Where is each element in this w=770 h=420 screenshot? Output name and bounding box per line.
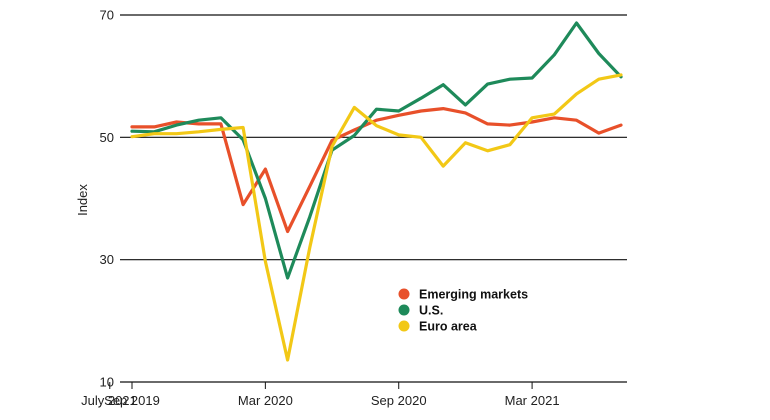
grid — [120, 14, 627, 383]
y-axis-title: Index — [75, 184, 90, 216]
axes: 10 30 50 70 Sep 2019 Mar 2020 Sep 2020 Mar 2021… — [81, 8, 559, 409]
series-line-u-s — [130, 21, 623, 280]
series-lines — [130, 21, 623, 362]
y-tick-label: 10 — [100, 375, 114, 390]
legend-label-euro-area: Euro area — [419, 320, 478, 334]
y-tick-label: 50 — [100, 130, 114, 145]
x-tick-label: July 2021 — [81, 393, 137, 408]
legend-marker-emerging-markets — [398, 288, 410, 300]
series-line-emerging-markets — [130, 106, 623, 234]
series-line-euro-area — [130, 73, 623, 362]
y-tick-label: 70 — [100, 8, 114, 23]
legend-marker-u-s — [398, 304, 410, 316]
legend-marker-euro-area — [398, 320, 410, 332]
x-tick-label: Mar 2021 — [505, 393, 560, 408]
legend-label-u-s: U.S. — [419, 304, 443, 318]
x-tick-label: Sep 2019 — [104, 393, 160, 408]
x-tick-label: Sep 2020 — [371, 393, 427, 408]
legend-label-emerging-markets: Emerging markets — [419, 288, 528, 302]
x-tick-label: Mar 2020 — [238, 393, 293, 408]
y-tick-label: 30 — [100, 252, 114, 267]
legend: Emerging markets U.S. Euro area — [398, 288, 528, 334]
